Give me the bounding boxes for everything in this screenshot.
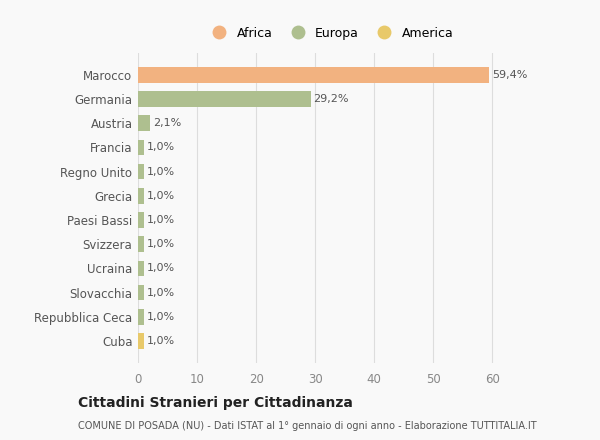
Bar: [138, 188, 144, 204]
Bar: [138, 139, 144, 155]
Text: 1,0%: 1,0%: [147, 167, 175, 176]
Text: 59,4%: 59,4%: [492, 70, 527, 80]
Legend: Africa, Europa, America: Africa, Europa, America: [202, 22, 458, 45]
Text: 2,1%: 2,1%: [154, 118, 182, 128]
Text: 1,0%: 1,0%: [147, 191, 175, 201]
Bar: [138, 260, 144, 276]
Bar: [138, 67, 489, 83]
Text: 1,0%: 1,0%: [147, 336, 175, 346]
Bar: [138, 309, 144, 325]
Bar: [138, 236, 144, 252]
Bar: [138, 115, 151, 131]
Text: COMUNE DI POSADA (NU) - Dati ISTAT al 1° gennaio di ogni anno - Elaborazione TUT: COMUNE DI POSADA (NU) - Dati ISTAT al 1°…: [78, 421, 536, 431]
Text: 29,2%: 29,2%: [313, 94, 349, 104]
Text: 1,0%: 1,0%: [147, 215, 175, 225]
Text: Cittadini Stranieri per Cittadinanza: Cittadini Stranieri per Cittadinanza: [78, 396, 353, 410]
Bar: [138, 212, 144, 228]
Bar: [138, 91, 311, 107]
Bar: [138, 333, 144, 349]
Bar: [138, 164, 144, 180]
Text: 1,0%: 1,0%: [147, 239, 175, 249]
Text: 1,0%: 1,0%: [147, 143, 175, 152]
Text: 1,0%: 1,0%: [147, 288, 175, 297]
Text: 1,0%: 1,0%: [147, 312, 175, 322]
Text: 1,0%: 1,0%: [147, 264, 175, 273]
Bar: [138, 285, 144, 301]
